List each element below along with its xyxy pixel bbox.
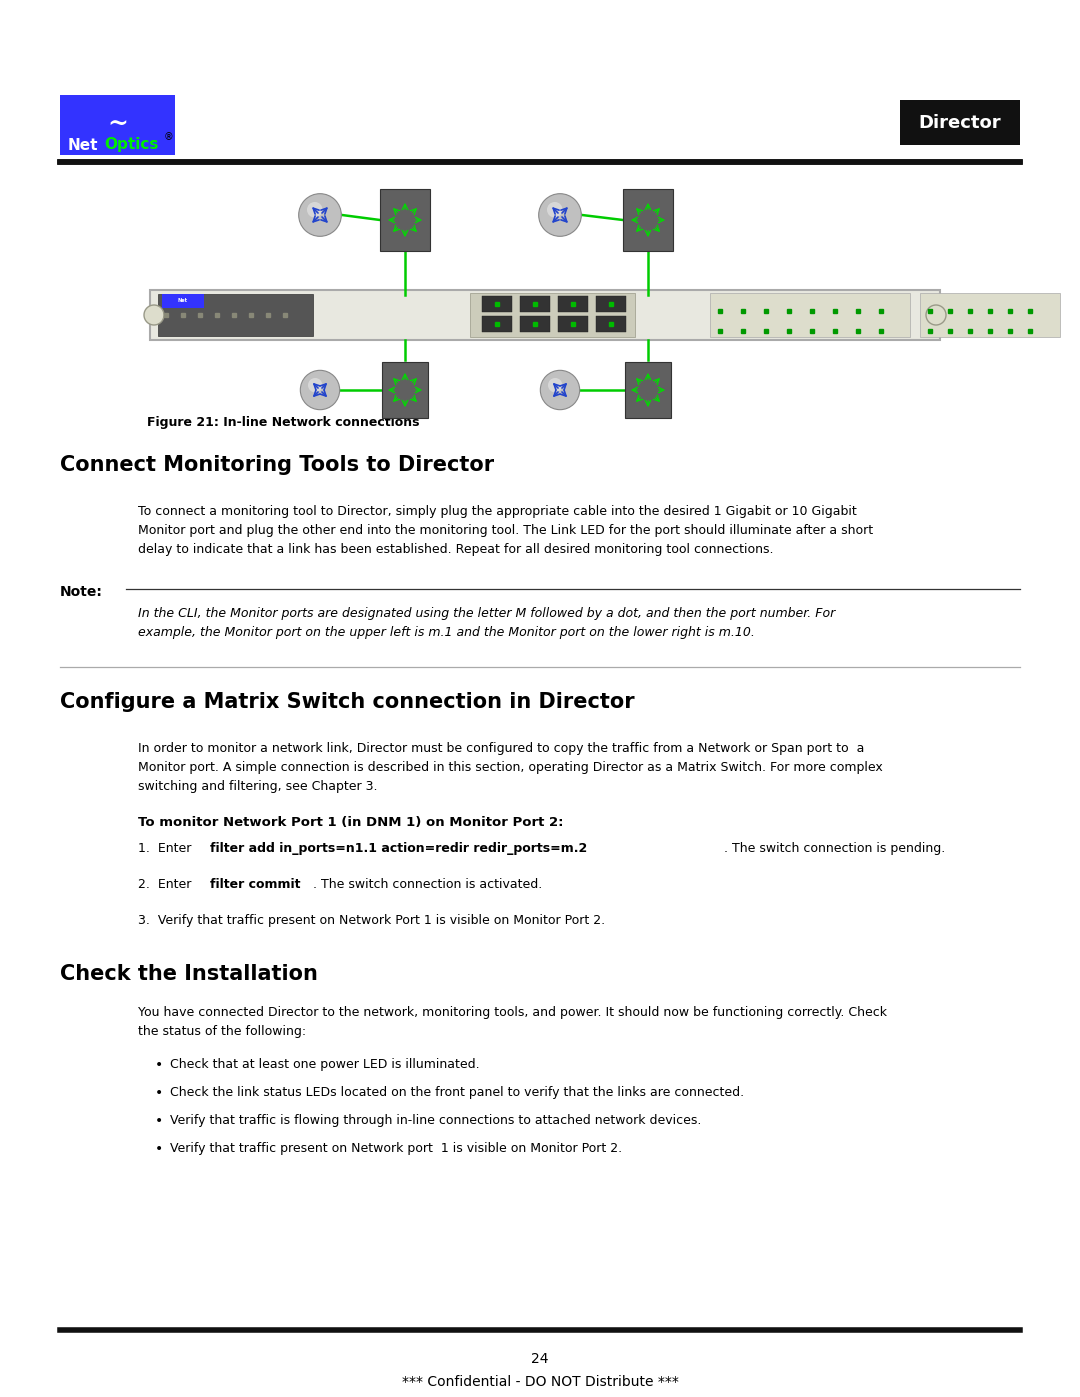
- Bar: [60, 95, 175, 155]
- Bar: [482, 316, 512, 332]
- Bar: [558, 316, 588, 332]
- Text: 1.  Enter: 1. Enter: [138, 842, 195, 855]
- Text: •: •: [156, 1113, 163, 1127]
- Text: In order to monitor a network link, Director must be configured to copy the traf: In order to monitor a network link, Dire…: [138, 742, 882, 793]
- Circle shape: [299, 194, 341, 236]
- Bar: [558, 296, 588, 312]
- Circle shape: [300, 370, 340, 409]
- Text: 24: 24: [531, 1352, 549, 1366]
- Bar: [920, 293, 1059, 337]
- Bar: [380, 189, 430, 251]
- Text: •: •: [156, 1085, 163, 1099]
- Circle shape: [307, 203, 323, 218]
- Text: Check the Installation: Check the Installation: [60, 964, 318, 983]
- Bar: [158, 293, 313, 337]
- Circle shape: [308, 379, 323, 393]
- Text: In the CLI, the Monitor ports are designated using the letter M followed by a do: In the CLI, the Monitor ports are design…: [138, 608, 835, 638]
- Bar: [519, 316, 550, 332]
- Text: To monitor Network Port 1 (in DNM 1) on Monitor Port 2:: To monitor Network Port 1 (in DNM 1) on …: [138, 816, 564, 828]
- Bar: [625, 362, 671, 418]
- Text: ~: ~: [107, 110, 127, 136]
- Text: •: •: [156, 1141, 163, 1155]
- Text: You have connected Director to the network, monitoring tools, and power. It shou: You have connected Director to the netwo…: [138, 1006, 887, 1038]
- Text: Net: Net: [68, 137, 98, 152]
- Circle shape: [926, 305, 946, 326]
- Circle shape: [540, 370, 580, 409]
- Circle shape: [144, 305, 164, 326]
- Text: ®: ®: [164, 131, 174, 142]
- Circle shape: [548, 379, 563, 393]
- Text: filter add in_ports=n1.1 action=redir redir_ports=m.2: filter add in_ports=n1.1 action=redir re…: [210, 842, 588, 855]
- Text: To connect a monitoring tool to Director, simply plug the appropriate cable into: To connect a monitoring tool to Director…: [138, 504, 873, 556]
- Circle shape: [546, 203, 563, 218]
- Text: •: •: [156, 1058, 163, 1071]
- Bar: [710, 293, 910, 337]
- Bar: [623, 189, 673, 251]
- Text: *** Confidential - DO NOT Distribute ***: *** Confidential - DO NOT Distribute ***: [402, 1375, 678, 1389]
- Text: Configure a Matrix Switch connection in Director: Configure a Matrix Switch connection in …: [60, 692, 635, 712]
- Text: 2.  Enter: 2. Enter: [138, 877, 195, 891]
- Text: 3.  Verify that traffic present on Network Port 1 is visible on Monitor Port 2.: 3. Verify that traffic present on Networ…: [138, 914, 605, 928]
- Text: Verify that traffic is flowing through in-line connections to attached network d: Verify that traffic is flowing through i…: [170, 1113, 701, 1127]
- Bar: [482, 296, 512, 312]
- Text: Optics: Optics: [104, 137, 159, 152]
- Text: Note:: Note:: [60, 585, 103, 599]
- Circle shape: [539, 194, 581, 236]
- Text: Connect Monitoring Tools to Director: Connect Monitoring Tools to Director: [60, 455, 495, 475]
- Bar: [150, 291, 940, 339]
- Bar: [596, 296, 626, 312]
- Text: Director: Director: [919, 113, 1001, 131]
- Bar: [382, 362, 428, 418]
- Bar: [900, 101, 1020, 145]
- Text: filter commit: filter commit: [210, 877, 300, 891]
- Text: Net: Net: [178, 299, 188, 303]
- Bar: [470, 293, 635, 337]
- Text: . The switch connection is activated.: . The switch connection is activated.: [313, 877, 542, 891]
- Bar: [596, 316, 626, 332]
- Text: Verify that traffic present on Network port  1 is visible on Monitor Port 2.: Verify that traffic present on Network p…: [170, 1141, 622, 1155]
- Text: Check that at least one power LED is illuminated.: Check that at least one power LED is ill…: [170, 1058, 480, 1071]
- Text: . The switch connection is pending.: . The switch connection is pending.: [724, 842, 945, 855]
- Text: Figure 21: In-line Network connections: Figure 21: In-line Network connections: [147, 416, 419, 429]
- Text: Check the link status LEDs located on the front panel to verify that the links a: Check the link status LEDs located on th…: [170, 1085, 744, 1099]
- Bar: [519, 296, 550, 312]
- Bar: [162, 293, 204, 307]
